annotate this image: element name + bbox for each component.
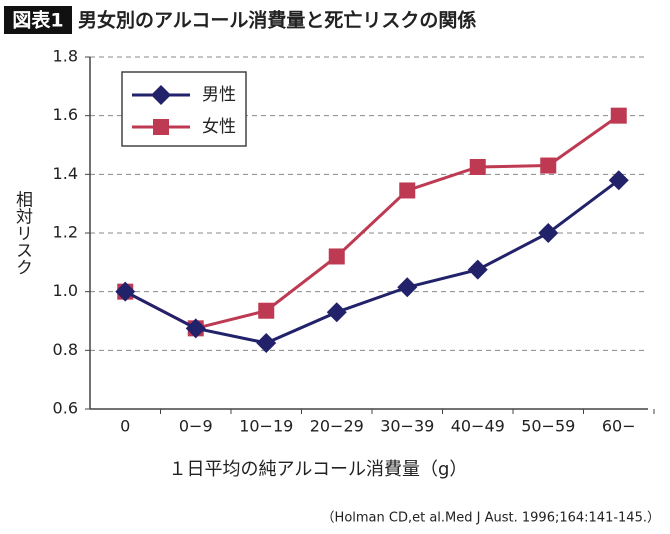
y-tick-label: 1.4 [53, 164, 78, 183]
point [540, 157, 557, 174]
point [115, 281, 136, 302]
point [399, 182, 416, 199]
x-tick-label: 30−39 [380, 417, 434, 436]
y-tick-label: 1.2 [53, 223, 78, 242]
x-tick-label: 60− [602, 417, 636, 436]
legend-label: 男性 [202, 85, 236, 105]
x-tick-label: 50−59 [521, 417, 575, 436]
legend-box [121, 71, 247, 147]
point [397, 277, 418, 298]
legend-marker [151, 85, 171, 105]
series-line [124, 114, 620, 330]
y-axis-label: 相対リスク [12, 190, 33, 275]
title-badge [4, 6, 72, 34]
point [256, 333, 277, 353]
legend-marker [153, 119, 169, 135]
legend-label: 女性 [202, 117, 236, 137]
point [608, 170, 629, 191]
y-tick-label: 1.0 [53, 281, 78, 300]
point [469, 159, 486, 175]
title-label: 図表1 [12, 9, 63, 32]
y-tick-label: 1.8 [53, 47, 78, 66]
y-tick-label: 0.8 [53, 340, 78, 359]
y-tick-label: 0.6 [53, 399, 78, 418]
x-axis-label: １日平均の純アルコール消費量（g） [169, 459, 468, 480]
chart-title: 男女別のアルコール消費量と死亡リスクの関係 [78, 9, 476, 32]
point [610, 107, 627, 124]
point [326, 302, 347, 323]
x-tick-label: 10−19 [239, 417, 293, 436]
x-tick-label: 0 [120, 417, 130, 436]
point [185, 318, 206, 339]
point [328, 248, 345, 265]
y-tick-label: 1.6 [53, 105, 78, 124]
point [538, 223, 559, 243]
point [467, 259, 488, 280]
x-tick-label: 0−9 [179, 417, 213, 436]
point [258, 302, 275, 319]
x-tick-label: 40−49 [451, 417, 505, 436]
series-line [124, 178, 620, 345]
source: （Holman CD,et al.Med J Aust. 1996;164:14… [322, 511, 660, 526]
x-tick-label: 20−29 [310, 417, 364, 436]
